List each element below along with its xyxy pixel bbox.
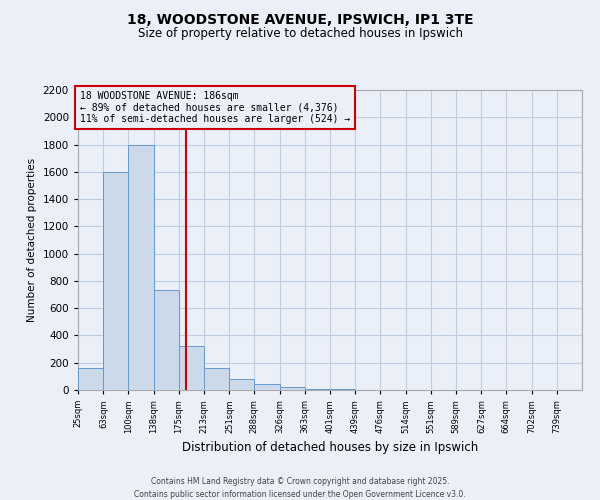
Bar <box>128 144 154 390</box>
Y-axis label: Number of detached properties: Number of detached properties <box>27 158 37 322</box>
Bar <box>78 368 103 390</box>
Bar <box>179 346 204 390</box>
Text: 18, WOODSTONE AVENUE, IPSWICH, IP1 3TE: 18, WOODSTONE AVENUE, IPSWICH, IP1 3TE <box>127 12 473 26</box>
X-axis label: Distribution of detached houses by size in Ipswich: Distribution of detached houses by size … <box>182 442 478 454</box>
Bar <box>254 384 280 390</box>
Bar <box>204 368 229 390</box>
Text: Contains HM Land Registry data © Crown copyright and database right 2025.: Contains HM Land Registry data © Crown c… <box>151 478 449 486</box>
Bar <box>280 388 305 390</box>
Bar <box>330 388 355 390</box>
Bar <box>305 388 330 390</box>
Bar <box>154 290 179 390</box>
Text: Contains public sector information licensed under the Open Government Licence v3: Contains public sector information licen… <box>134 490 466 499</box>
Bar <box>229 379 254 390</box>
Bar <box>103 172 128 390</box>
Text: Size of property relative to detached houses in Ipswich: Size of property relative to detached ho… <box>137 28 463 40</box>
Text: 18 WOODSTONE AVENUE: 186sqm
← 89% of detached houses are smaller (4,376)
11% of : 18 WOODSTONE AVENUE: 186sqm ← 89% of det… <box>80 90 350 124</box>
